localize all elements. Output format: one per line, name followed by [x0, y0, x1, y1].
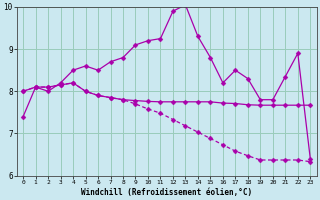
- X-axis label: Windchill (Refroidissement éolien,°C): Windchill (Refroidissement éolien,°C): [81, 188, 252, 197]
